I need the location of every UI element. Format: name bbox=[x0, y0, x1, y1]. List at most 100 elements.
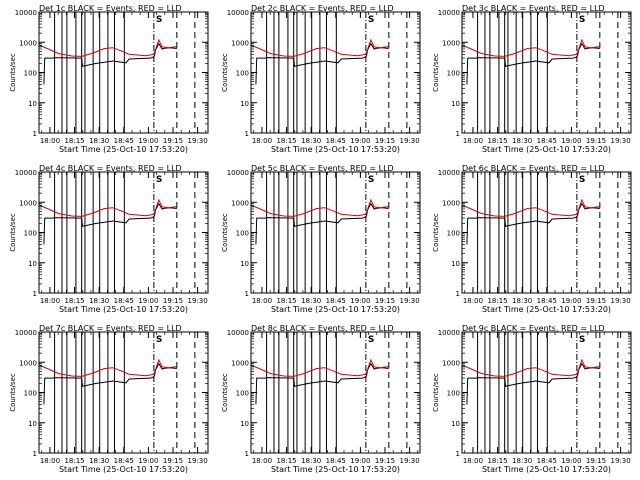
y-tick-label: 10000 bbox=[227, 329, 249, 337]
y-tick-label: 100 bbox=[447, 70, 460, 78]
y-tick-label: 1000 bbox=[442, 199, 460, 207]
x-tick-label: 18:45 bbox=[537, 137, 557, 145]
y-axis-label: Counts/sec bbox=[432, 53, 440, 92]
x-tick-label: 18:45 bbox=[114, 137, 134, 145]
x-axis-label: Start Time (25-Oct-10 17:53:20) bbox=[271, 305, 400, 314]
y-tick-label: 1 bbox=[245, 450, 249, 458]
legend-marker: S bbox=[368, 15, 374, 25]
x-axis-label: Start Time (25-Oct-10 17:53:20) bbox=[271, 465, 400, 474]
series-line bbox=[466, 202, 600, 245]
x-tick-label: 18:15 bbox=[487, 457, 507, 465]
x-tick-label: 18:45 bbox=[537, 297, 557, 305]
x-tick-label: 19:00 bbox=[561, 297, 581, 305]
y-tick-label: 1000 bbox=[231, 39, 249, 47]
y-tick-label: 100 bbox=[24, 70, 37, 78]
x-tick-label: 18:45 bbox=[537, 457, 557, 465]
x-tick-label: 18:15 bbox=[276, 297, 296, 305]
x-tick-label: 18:15 bbox=[64, 137, 84, 145]
x-tick-label: 18:30 bbox=[301, 297, 321, 305]
x-tick-label: 19:30 bbox=[611, 457, 631, 465]
plot-frame bbox=[461, 11, 632, 134]
x-tick-label: 19:00 bbox=[138, 137, 158, 145]
x-axis-label: Start Time (25-Oct-10 17:53:20) bbox=[482, 145, 611, 154]
x-tick-label: 19:30 bbox=[400, 457, 420, 465]
y-tick-label: 1 bbox=[245, 290, 249, 298]
panel-title: Det 5c BLACK = Events, RED = LLD bbox=[251, 164, 394, 173]
y-tick-label: 100 bbox=[236, 230, 249, 238]
x-tick-label: 19:00 bbox=[138, 297, 158, 305]
y-tick-label: 100 bbox=[447, 230, 460, 238]
x-tick-label: 19:00 bbox=[350, 137, 370, 145]
x-tick-label: 18:30 bbox=[301, 457, 321, 465]
plot-frame bbox=[461, 171, 632, 294]
y-tick-label: 10 bbox=[240, 100, 249, 108]
y-tick-label: 1 bbox=[33, 450, 37, 458]
y-tick-label: 1 bbox=[33, 130, 37, 138]
panel-title: Det 7c BLACK = Events, RED = LLD bbox=[39, 324, 182, 333]
y-tick-label: 10000 bbox=[227, 9, 249, 17]
y-tick-label: 10 bbox=[240, 420, 249, 428]
series-line bbox=[38, 198, 177, 217]
x-tick-label: 19:15 bbox=[375, 297, 395, 305]
x-tick-label: 18:00 bbox=[252, 137, 272, 145]
y-tick-label: 10000 bbox=[438, 169, 460, 177]
y-axis-label: Counts/sec bbox=[221, 213, 229, 252]
x-tick-label: 18:00 bbox=[252, 457, 272, 465]
x-tick-label: 19:30 bbox=[611, 137, 631, 145]
y-tick-label: 10000 bbox=[15, 169, 37, 177]
series-line bbox=[43, 362, 177, 405]
legend-marker: S bbox=[579, 15, 585, 25]
y-tick-label: 1000 bbox=[231, 359, 249, 367]
x-tick-label: 18:15 bbox=[64, 457, 84, 465]
x-tick-label: 19:15 bbox=[163, 297, 183, 305]
plot-frame bbox=[461, 331, 632, 454]
x-tick-label: 18:30 bbox=[512, 297, 532, 305]
y-tick-label: 10 bbox=[28, 260, 37, 268]
x-tick-label: 19:00 bbox=[350, 297, 370, 305]
y-tick-label: 100 bbox=[447, 390, 460, 398]
x-tick-label: 18:30 bbox=[512, 457, 532, 465]
panel: Det 1c BLACK = Events, RED = LLD S 1 10 100 1… bbox=[9, 4, 209, 154]
y-tick-label: 100 bbox=[236, 70, 249, 78]
y-tick-label: 10 bbox=[451, 100, 460, 108]
x-tick-label: 18:00 bbox=[463, 457, 483, 465]
x-tick-label: 19:15 bbox=[586, 137, 606, 145]
y-tick-label: 10000 bbox=[15, 329, 37, 337]
y-tick-label: 1 bbox=[456, 130, 460, 138]
x-tick-label: 18:00 bbox=[252, 297, 272, 305]
x-axis-label: Start Time (25-Oct-10 17:53:20) bbox=[482, 305, 611, 314]
x-axis-label: Start Time (25-Oct-10 17:53:20) bbox=[482, 465, 611, 474]
panel-title: Det 2c BLACK = Events, RED = LLD bbox=[251, 4, 394, 13]
y-tick-label: 10000 bbox=[438, 329, 460, 337]
y-axis-label: Counts/sec bbox=[9, 373, 17, 412]
x-tick-label: 19:15 bbox=[163, 137, 183, 145]
series-line bbox=[461, 358, 600, 377]
y-axis-label: Counts/sec bbox=[221, 53, 229, 92]
x-tick-label: 18:00 bbox=[40, 137, 60, 145]
panel: Det 6c BLACK = Events, RED = LLD S 1 10 100 1… bbox=[432, 164, 632, 314]
x-tick-label: 19:15 bbox=[375, 457, 395, 465]
series-line bbox=[38, 38, 177, 57]
plot-frame bbox=[250, 11, 421, 134]
y-tick-label: 1000 bbox=[231, 199, 249, 207]
series-line bbox=[255, 362, 389, 405]
x-tick-label: 18:00 bbox=[463, 137, 483, 145]
y-tick-label: 1 bbox=[456, 290, 460, 298]
legend-marker: S bbox=[156, 335, 162, 345]
series-line bbox=[43, 42, 177, 85]
panel: Det 8c BLACK = Events, RED = LLD S 1 10 100 1… bbox=[221, 324, 421, 474]
series-line bbox=[461, 38, 600, 57]
plot-frame bbox=[250, 331, 421, 454]
x-tick-label: 19:15 bbox=[375, 137, 395, 145]
x-tick-label: 18:15 bbox=[276, 137, 296, 145]
panel-title: Det 6c BLACK = Events, RED = LLD bbox=[462, 164, 605, 173]
x-tick-label: 19:00 bbox=[561, 137, 581, 145]
y-axis-label: Counts/sec bbox=[432, 373, 440, 412]
x-tick-label: 19:30 bbox=[611, 297, 631, 305]
series-line bbox=[461, 198, 600, 217]
y-tick-label: 1000 bbox=[19, 359, 37, 367]
y-tick-label: 10 bbox=[240, 260, 249, 268]
x-axis-label: Start Time (25-Oct-10 17:53:20) bbox=[59, 145, 188, 154]
x-tick-label: 18:45 bbox=[326, 137, 346, 145]
series-line bbox=[255, 42, 389, 85]
